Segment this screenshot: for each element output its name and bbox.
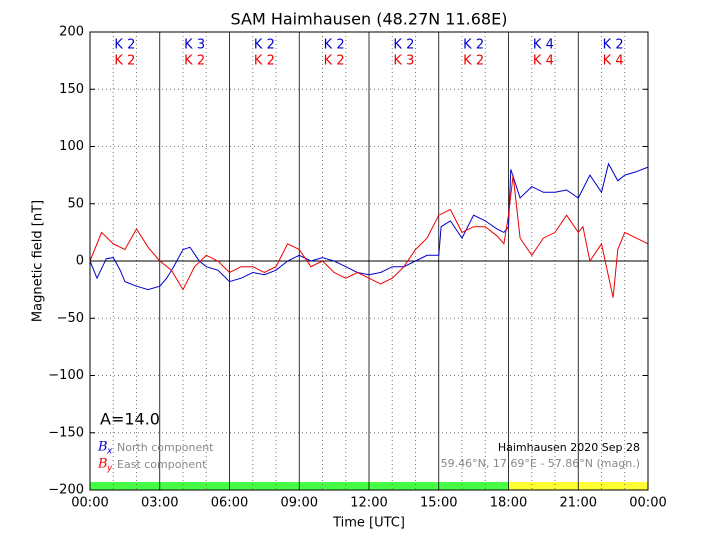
- a-index: A=14.0: [100, 410, 160, 429]
- x-tick-label: 15:00: [420, 496, 457, 511]
- y-tick-label: 150: [59, 82, 84, 97]
- coords-label: 59.46°N, 17.69°E - 57.86°N (magn.): [441, 457, 640, 470]
- data-line: [89, 175, 649, 298]
- x-tick-label: 03:00: [141, 496, 178, 511]
- y-tick-label: 0: [76, 254, 84, 269]
- legend-symbol: B: [97, 440, 108, 455]
- k-index: K 2: [463, 38, 484, 53]
- k-index: K 2: [254, 54, 275, 69]
- k-index: K 2: [254, 38, 275, 53]
- x-tick-label: 12:00: [350, 496, 387, 511]
- legend-subscript: x: [106, 447, 113, 457]
- x-axis-label: Time [UTC]: [332, 516, 405, 531]
- station-label: Haimhausen 2020 Sep 28: [498, 441, 640, 454]
- y-tick-label: −100: [48, 368, 84, 383]
- k-index: K 3: [184, 38, 205, 53]
- k-index: K 2: [324, 38, 345, 53]
- y-tick-label: −200: [48, 483, 84, 498]
- k-index: K 4: [603, 54, 624, 69]
- y-tick-label: −50: [57, 311, 84, 326]
- y-tick-label: 50: [67, 196, 84, 211]
- k-index: K 2: [463, 54, 484, 69]
- x-tick-label: 18:00: [490, 496, 527, 511]
- x-tick-label: 00:00: [629, 496, 666, 511]
- k-index: K 2: [603, 38, 624, 53]
- y-tick-label: −150: [48, 425, 84, 440]
- y-axis-label: Magnetic field [nT]: [31, 200, 46, 322]
- k-index: K 2: [324, 54, 345, 69]
- y-tick-label: 200: [59, 25, 84, 40]
- k-index: K 2: [114, 54, 135, 69]
- k-index: K 2: [114, 38, 135, 53]
- plot-frame: [89, 31, 649, 491]
- k-index: K 4: [533, 54, 554, 69]
- legend-subscript: y: [106, 464, 113, 474]
- k-index: K 3: [393, 54, 414, 69]
- x-tick-label: 00:00: [71, 496, 108, 511]
- legend-label: North component: [117, 441, 214, 454]
- x-tick-label: 09:00: [281, 496, 318, 511]
- legend-symbol: B: [97, 457, 108, 472]
- k-index: K 4: [533, 38, 554, 53]
- legend-label: East component: [117, 458, 207, 471]
- data-line: [89, 162, 649, 291]
- k-index: K 2: [184, 54, 205, 69]
- y-tick-label: 100: [59, 139, 84, 154]
- chart-title: SAM Haimhausen (48.27N 11.68E): [231, 10, 508, 29]
- k-index: K 2: [393, 38, 414, 53]
- x-tick-label: 06:00: [211, 496, 248, 511]
- x-tick-label: 21:00: [560, 496, 597, 511]
